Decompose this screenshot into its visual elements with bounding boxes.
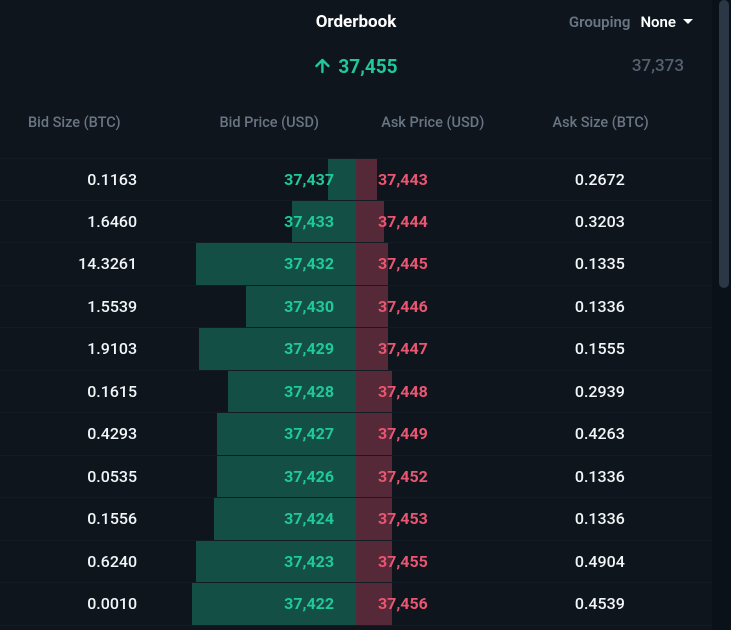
ticker-bar: 37,455 37,373 bbox=[0, 44, 712, 88]
ask-size: 0.4263 bbox=[527, 424, 712, 443]
bid-side: 1.646037,433 bbox=[0, 201, 356, 243]
ask-size: 0.2939 bbox=[527, 382, 712, 401]
bid-side: 0.624037,423 bbox=[0, 541, 356, 583]
ask-price: 37,448 bbox=[356, 382, 527, 401]
bid-size: 0.1556 bbox=[0, 509, 185, 528]
ask-price: 37,455 bbox=[356, 552, 527, 571]
bid-size: 1.6460 bbox=[0, 212, 185, 231]
ask-side: 37,4520.1336 bbox=[356, 456, 712, 498]
orderbook-row[interactable]: 1.646037,43337,4440.3203 bbox=[0, 201, 712, 244]
col-ask-size: Ask Size (BTC) bbox=[515, 114, 713, 132]
ask-price: 37,444 bbox=[356, 212, 527, 231]
ask-size: 0.1336 bbox=[527, 467, 712, 486]
ask-size: 0.1335 bbox=[527, 254, 712, 273]
scrollbar[interactable] bbox=[719, 0, 729, 288]
bid-size: 0.1163 bbox=[0, 170, 185, 189]
bid-size: 0.0010 bbox=[0, 594, 185, 613]
bid-price: 37,429 bbox=[185, 339, 356, 358]
bid-price: 37,430 bbox=[185, 297, 356, 316]
bid-price: 37,426 bbox=[185, 467, 356, 486]
bid-size: 14.3261 bbox=[0, 254, 185, 273]
bid-price: 37,433 bbox=[185, 212, 356, 231]
orderbook-row[interactable]: 0.161537,42837,4480.2939 bbox=[0, 371, 712, 414]
orderbook-row[interactable]: 0.155637,42437,4530.1336 bbox=[0, 498, 712, 541]
bid-side: 0.001037,422 bbox=[0, 583, 356, 625]
arrow-up-icon bbox=[314, 58, 330, 74]
orderbook-row[interactable]: 0.053537,42637,4520.1336 bbox=[0, 456, 712, 499]
orderbook-row[interactable]: 0.624037,42337,4550.4904 bbox=[0, 541, 712, 584]
ask-price: 37,449 bbox=[356, 424, 527, 443]
ask-side: 37,4470.1555 bbox=[356, 328, 712, 370]
last-price: 37,373 bbox=[632, 56, 684, 76]
ask-price: 37,452 bbox=[356, 467, 527, 486]
bid-side: 0.155637,424 bbox=[0, 498, 356, 540]
ask-side: 37,4560.4539 bbox=[356, 583, 712, 625]
bid-price: 37,422 bbox=[185, 594, 356, 613]
bid-side: 0.053537,426 bbox=[0, 456, 356, 498]
ask-price: 37,443 bbox=[356, 170, 527, 189]
ask-price: 37,453 bbox=[356, 509, 527, 528]
bid-size: 0.4293 bbox=[0, 424, 185, 443]
bid-side: 0.161537,428 bbox=[0, 371, 356, 413]
bid-price: 37,424 bbox=[185, 509, 356, 528]
bid-price: 37,428 bbox=[185, 382, 356, 401]
ask-size: 0.1336 bbox=[527, 297, 712, 316]
orderbook-row[interactable]: 0.429337,42737,4490.4263 bbox=[0, 413, 712, 456]
ask-side: 37,4450.1335 bbox=[356, 243, 712, 285]
ask-side: 37,4440.3203 bbox=[356, 201, 712, 243]
col-bid-price: Bid Price (USD) bbox=[188, 114, 352, 132]
ask-size: 0.1555 bbox=[527, 339, 712, 358]
grouping-control: Grouping None bbox=[569, 13, 694, 31]
orderbook-row[interactable]: 1.553937,43037,4460.1336 bbox=[0, 286, 712, 329]
bid-size: 1.5539 bbox=[0, 297, 185, 316]
ask-side: 37,4460.1336 bbox=[356, 286, 712, 328]
ask-side: 37,4480.2939 bbox=[356, 371, 712, 413]
caret-down-icon bbox=[682, 16, 694, 28]
bid-side: 1.910337,429 bbox=[0, 328, 356, 370]
col-bid-size: Bid Size (BTC) bbox=[0, 114, 188, 132]
bid-price: 37,427 bbox=[185, 424, 356, 443]
panel-title: Orderbook bbox=[316, 12, 397, 32]
orderbook-row[interactable]: 0.116337,43737,4430.2672 bbox=[0, 158, 712, 201]
grouping-label: Grouping bbox=[569, 13, 631, 31]
orderbook-row[interactable]: 1.910337,42937,4470.1555 bbox=[0, 328, 712, 371]
ask-price: 37,446 bbox=[356, 297, 527, 316]
orderbook-row[interactable]: 14.326137,43237,4450.1335 bbox=[0, 243, 712, 286]
ask-side: 37,4430.2672 bbox=[356, 159, 712, 200]
column-headers: Bid Size (BTC) Bid Price (USD) Ask Price… bbox=[0, 88, 712, 158]
col-ask-price: Ask Price (USD) bbox=[351, 114, 515, 132]
grouping-value: None bbox=[640, 13, 676, 31]
bid-size: 0.1615 bbox=[0, 382, 185, 401]
ask-side: 37,4530.1336 bbox=[356, 498, 712, 540]
ask-size: 0.4904 bbox=[527, 552, 712, 571]
mid-price: 37,455 bbox=[314, 55, 397, 78]
bid-size: 0.0535 bbox=[0, 467, 185, 486]
ask-size: 0.2672 bbox=[527, 170, 712, 189]
ask-side: 37,4550.4904 bbox=[356, 541, 712, 583]
ask-size: 0.4539 bbox=[527, 594, 712, 613]
bid-side: 14.326137,432 bbox=[0, 243, 356, 285]
ask-size: 0.3203 bbox=[527, 212, 712, 231]
bid-price: 37,437 bbox=[185, 170, 356, 189]
bid-price: 37,423 bbox=[185, 552, 356, 571]
orderbook-rows: 0.116337,43737,4430.26721.646037,43337,4… bbox=[0, 158, 712, 630]
orderbook-row[interactable]: 0.001037,42237,4560.4539 bbox=[0, 583, 712, 626]
bid-size: 1.9103 bbox=[0, 339, 185, 358]
ask-price: 37,447 bbox=[356, 339, 527, 358]
mid-price-value: 37,455 bbox=[338, 55, 397, 78]
ask-size: 0.1336 bbox=[527, 509, 712, 528]
grouping-select[interactable]: None bbox=[640, 13, 694, 31]
bid-side: 0.116337,437 bbox=[0, 159, 356, 200]
orderbook-panel: Orderbook Grouping None 37,455 37,373 Bi… bbox=[0, 0, 712, 630]
ask-side: 37,4490.4263 bbox=[356, 413, 712, 455]
bid-price: 37,432 bbox=[185, 254, 356, 273]
orderbook-header: Orderbook Grouping None bbox=[0, 0, 712, 44]
ask-price: 37,445 bbox=[356, 254, 527, 273]
bid-side: 1.553937,430 bbox=[0, 286, 356, 328]
ask-price: 37,456 bbox=[356, 594, 527, 613]
bid-side: 0.429337,427 bbox=[0, 413, 356, 455]
bid-size: 0.6240 bbox=[0, 552, 185, 571]
